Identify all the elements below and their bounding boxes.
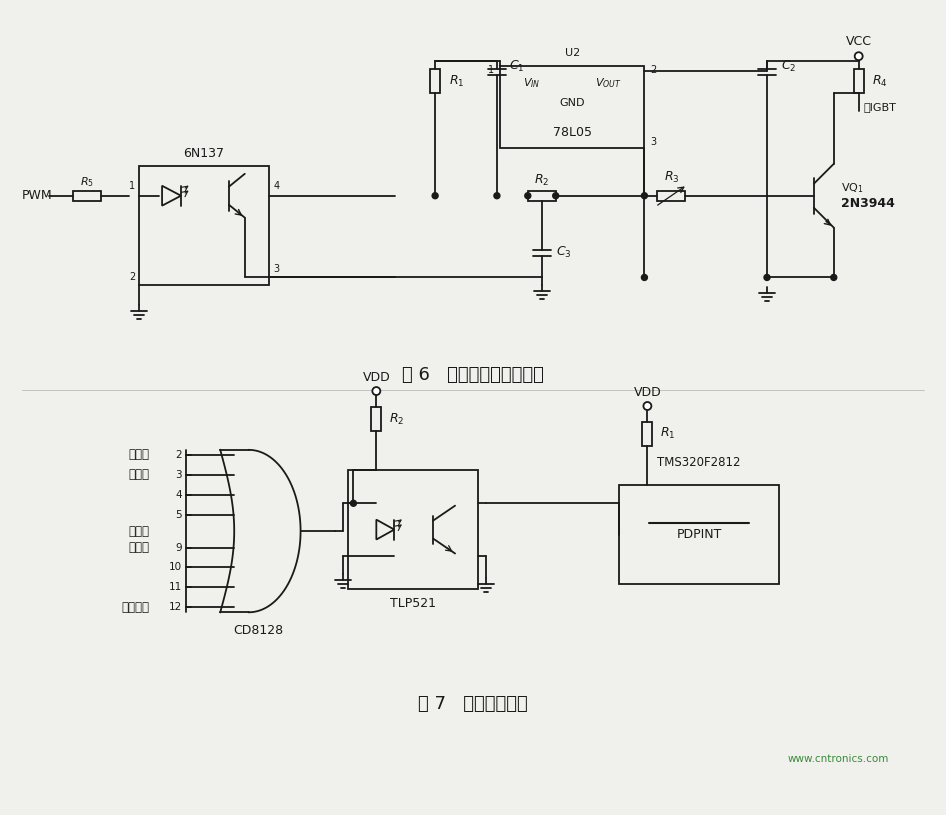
Circle shape bbox=[432, 192, 438, 199]
Text: $R_3$: $R_3$ bbox=[663, 170, 679, 185]
Text: 3: 3 bbox=[273, 265, 280, 275]
Text: 2: 2 bbox=[651, 65, 657, 75]
Circle shape bbox=[373, 387, 380, 395]
Text: 9: 9 bbox=[175, 543, 182, 553]
Text: CD8128: CD8128 bbox=[234, 623, 284, 637]
Text: 1: 1 bbox=[488, 65, 494, 75]
Text: 去IGBT: 去IGBT bbox=[864, 102, 897, 112]
Text: 78L05: 78L05 bbox=[552, 126, 591, 139]
Bar bbox=[528, 191, 555, 200]
Text: TMS320F2812: TMS320F2812 bbox=[657, 456, 741, 469]
Text: $C_2$: $C_2$ bbox=[781, 59, 797, 73]
Text: $R_5$: $R_5$ bbox=[80, 175, 95, 188]
Text: 10: 10 bbox=[169, 562, 182, 572]
Text: $V_{OUT}$: $V_{OUT}$ bbox=[595, 77, 622, 90]
Text: PWM: PWM bbox=[22, 189, 52, 202]
Bar bbox=[372, 407, 381, 431]
Text: VDD: VDD bbox=[362, 371, 390, 384]
Text: 2: 2 bbox=[175, 450, 182, 460]
Text: VDD: VDD bbox=[634, 385, 661, 399]
Circle shape bbox=[643, 402, 652, 410]
Bar bbox=[139, 165, 269, 285]
Circle shape bbox=[831, 275, 837, 280]
Circle shape bbox=[854, 52, 863, 60]
Text: www.cntronics.com: www.cntronics.com bbox=[787, 754, 888, 764]
Text: 6N137: 6N137 bbox=[184, 148, 224, 161]
Text: VQ$_1$: VQ$_1$ bbox=[841, 181, 864, 195]
Text: 电机过热: 电机过热 bbox=[121, 601, 149, 614]
Text: 2: 2 bbox=[130, 272, 135, 283]
Text: 图 7   故障保护电路: 图 7 故障保护电路 bbox=[418, 695, 528, 713]
Circle shape bbox=[641, 275, 647, 280]
Bar bbox=[642, 422, 653, 446]
Text: 图 6   光电隔离的驱动回路: 图 6 光电隔离的驱动回路 bbox=[402, 366, 544, 384]
Text: 5: 5 bbox=[175, 509, 182, 520]
Text: $R_1$: $R_1$ bbox=[660, 426, 675, 442]
Text: 4: 4 bbox=[175, 490, 182, 500]
Bar bbox=[348, 469, 478, 589]
Text: $R_1$: $R_1$ bbox=[449, 73, 464, 89]
Circle shape bbox=[350, 500, 357, 506]
Text: $C_3$: $C_3$ bbox=[555, 245, 571, 260]
Circle shape bbox=[525, 192, 531, 199]
Bar bbox=[74, 191, 101, 200]
Text: $C_1$: $C_1$ bbox=[509, 59, 524, 73]
Text: $R_2$: $R_2$ bbox=[390, 412, 405, 426]
Circle shape bbox=[552, 192, 559, 199]
Text: VCC: VCC bbox=[846, 35, 871, 48]
Text: 过电压: 过电压 bbox=[128, 448, 149, 461]
Text: PDPINT: PDPINT bbox=[676, 528, 722, 541]
Text: 11: 11 bbox=[168, 583, 182, 593]
Text: $R_4$: $R_4$ bbox=[871, 73, 887, 89]
Text: TLP521: TLP521 bbox=[390, 597, 436, 610]
Text: $R_2$: $R_2$ bbox=[534, 174, 550, 188]
Circle shape bbox=[764, 275, 770, 280]
Text: 12: 12 bbox=[168, 602, 182, 612]
Bar bbox=[657, 191, 685, 200]
Circle shape bbox=[641, 192, 647, 199]
Text: 过电流: 过电流 bbox=[128, 469, 149, 482]
Bar bbox=[620, 485, 779, 584]
Text: 3: 3 bbox=[175, 469, 182, 480]
Text: 1: 1 bbox=[130, 181, 135, 191]
Text: 4: 4 bbox=[273, 181, 280, 191]
Text: 障信号: 障信号 bbox=[128, 541, 149, 554]
Bar bbox=[430, 69, 440, 93]
Text: U2: U2 bbox=[565, 48, 580, 58]
Text: 2N3944: 2N3944 bbox=[841, 197, 895, 210]
Circle shape bbox=[494, 192, 499, 199]
Bar bbox=[853, 69, 864, 93]
Text: 各种故: 各种故 bbox=[128, 525, 149, 538]
Bar bbox=[499, 66, 644, 148]
Text: 3: 3 bbox=[651, 137, 657, 147]
Text: $V_{IN}$: $V_{IN}$ bbox=[523, 77, 540, 90]
Text: GND: GND bbox=[559, 98, 585, 108]
